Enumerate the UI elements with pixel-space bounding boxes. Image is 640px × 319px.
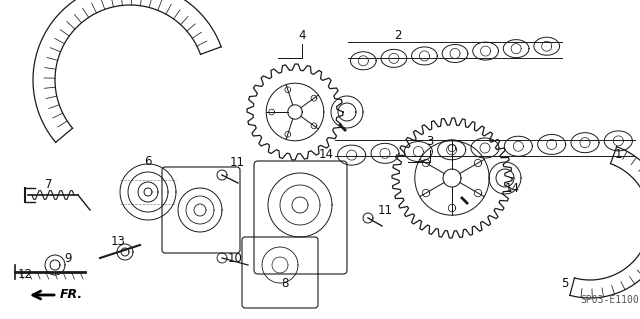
Text: 6: 6: [144, 155, 152, 168]
Text: 7: 7: [45, 179, 52, 191]
Text: 14: 14: [505, 182, 520, 195]
Text: 9: 9: [64, 252, 72, 265]
Text: 13: 13: [111, 235, 125, 248]
Text: 8: 8: [282, 277, 289, 290]
Text: 3: 3: [426, 135, 434, 148]
Text: 12: 12: [18, 269, 33, 281]
Text: 4: 4: [298, 29, 306, 42]
Text: SP03-E1100: SP03-E1100: [580, 295, 639, 305]
Text: 1: 1: [614, 149, 622, 161]
Text: 5: 5: [561, 277, 569, 290]
Text: 2: 2: [394, 29, 402, 42]
Text: 11: 11: [230, 155, 245, 168]
Text: FR.: FR.: [60, 288, 83, 301]
Text: 11: 11: [378, 204, 393, 217]
Text: 14: 14: [319, 148, 333, 161]
Text: 10: 10: [228, 252, 243, 265]
